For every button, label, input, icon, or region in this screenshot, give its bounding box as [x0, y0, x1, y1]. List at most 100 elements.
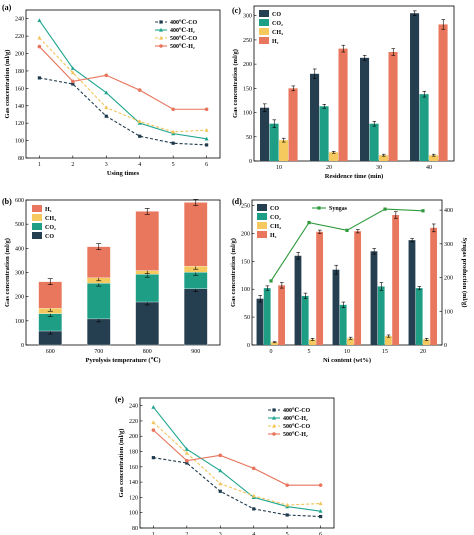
- bar: [379, 155, 389, 161]
- legend-swatch: [257, 222, 267, 229]
- bar-segment: [86, 318, 111, 346]
- data-point: [318, 501, 323, 506]
- y-tick-label: 500: [15, 222, 24, 228]
- data-point: [318, 508, 323, 513]
- legend-label: H₂: [45, 207, 52, 213]
- y-tick-label: 140: [129, 480, 138, 486]
- legend-marker: [272, 408, 276, 412]
- syngas-line: [270, 208, 424, 282]
- y-tick-label: 100: [243, 111, 252, 117]
- legend-label: 500℃-CO: [170, 35, 198, 42]
- bar: [388, 52, 398, 161]
- legend-label: 500℃-H₂: [170, 43, 195, 50]
- y2-axis-label: Syngas production (ml/g): [461, 238, 468, 308]
- y-tick-label: 50: [246, 135, 252, 141]
- bar-segment: [86, 282, 111, 320]
- y-tick-label: 250: [243, 38, 252, 44]
- data-point: [70, 66, 75, 70]
- y-tick-label: 100: [129, 511, 138, 517]
- bar: [279, 140, 289, 161]
- legend-label: CO: [272, 12, 281, 18]
- bar-segment: [86, 246, 111, 278]
- data-point: [171, 107, 175, 112]
- x-tick-label: 1: [152, 532, 155, 535]
- data-point: [151, 428, 156, 432]
- data-point: [104, 114, 108, 118]
- x-tick-label: 0: [270, 349, 273, 355]
- bar: [339, 304, 347, 345]
- x-tick-label: 5: [172, 162, 175, 168]
- data-point: [37, 76, 41, 80]
- bar-segment: [38, 281, 63, 309]
- legend-swatch: [32, 214, 42, 221]
- bar: [369, 123, 379, 161]
- bar: [377, 286, 385, 345]
- bar: [269, 123, 279, 161]
- data-point: [204, 107, 209, 112]
- data-point: [104, 90, 109, 95]
- legend-swatch: [259, 28, 269, 35]
- y-tick-label: 160: [129, 465, 138, 471]
- bar: [329, 152, 339, 161]
- legend-label: CH₄: [270, 224, 281, 230]
- legend-label: CH₄: [45, 216, 56, 222]
- data-point: [251, 466, 256, 471]
- legend-label: CH₄: [272, 30, 283, 36]
- y-tick-label: 120: [129, 495, 138, 501]
- x-tick-label: 3: [105, 162, 108, 168]
- y-tick-label: 140: [15, 104, 24, 110]
- data-point: [171, 141, 175, 145]
- data-point: [218, 481, 223, 486]
- bar: [309, 339, 316, 345]
- data-point: [151, 420, 156, 425]
- y-axis-label: Gas concentration (ml/g): [118, 429, 125, 498]
- panel-label: (c): [232, 6, 241, 15]
- bar: [338, 48, 348, 161]
- data-point: [319, 514, 323, 519]
- syngas-point: [307, 220, 311, 225]
- y-tick-label: 160: [15, 86, 24, 92]
- data-point: [218, 489, 222, 493]
- y-tick-label: 200: [15, 295, 24, 301]
- x-tick-label: 10: [344, 349, 350, 355]
- legend-label: H₂: [272, 39, 279, 45]
- bar: [385, 336, 392, 345]
- data-point: [151, 404, 156, 409]
- legend-label: CO₂: [272, 21, 283, 27]
- legend-label: 500℃-H₂: [283, 431, 308, 438]
- x-tick-label: 20: [420, 349, 426, 355]
- data-point: [204, 136, 209, 141]
- x-tick-label: 2: [185, 532, 188, 535]
- series-line: [38, 37, 207, 133]
- data-point: [171, 129, 176, 134]
- bar: [301, 295, 309, 345]
- legend-swatch: [257, 213, 267, 220]
- bar: [294, 255, 302, 345]
- y-tick-label: 100: [241, 287, 250, 293]
- y-tick-label: 240: [129, 404, 138, 410]
- data-point: [184, 450, 189, 455]
- y-tick-label: 200: [15, 52, 24, 58]
- data-point: [318, 483, 323, 487]
- legend-label: 400℃-H₂: [170, 27, 195, 34]
- x-tick-label: 2: [71, 162, 74, 168]
- bar: [430, 227, 438, 345]
- x-tick-label: 600: [46, 349, 55, 355]
- data-point: [104, 73, 109, 78]
- legend-label: CO₂: [45, 225, 56, 231]
- y-tick-label: 0: [247, 343, 250, 349]
- x-axis-label: Using times: [107, 170, 140, 177]
- y2-tick-label: 200: [444, 276, 453, 282]
- y-tick-label: 120: [15, 121, 24, 127]
- stacked-bar-chart: 0 100 200 300 400 500 600 600 700 800 900 H₂ CH₄ CO₂ C…: [2, 197, 221, 364]
- y-tick-label: 0: [249, 159, 252, 165]
- legend-marker: [159, 44, 163, 48]
- data-point: [151, 456, 155, 460]
- bar: [419, 94, 429, 161]
- y-tick-label: 220: [129, 419, 138, 425]
- legend-label: CO: [45, 234, 54, 240]
- legend-swatch: [257, 231, 267, 238]
- plot-frame: [25, 9, 221, 159]
- legend-label: CO: [270, 206, 279, 212]
